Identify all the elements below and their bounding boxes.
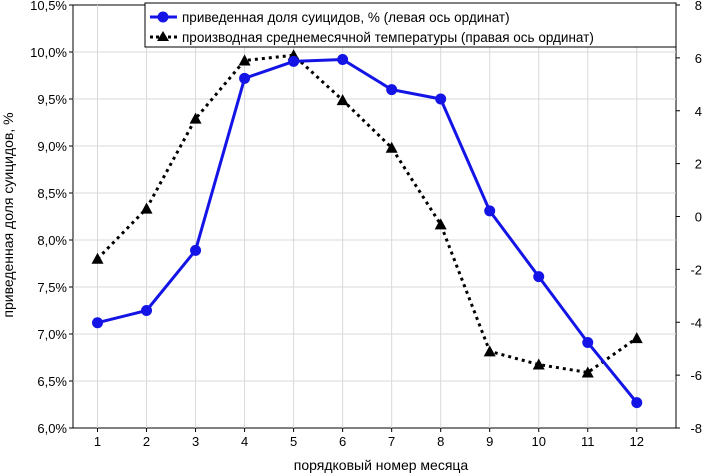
temperature-point-month-10 xyxy=(532,358,545,370)
suicide-point-month-10 xyxy=(533,271,545,283)
x-tick-label: 5 xyxy=(290,434,297,449)
x-tick-label: 1 xyxy=(94,434,101,449)
right-tick-label: 2 xyxy=(695,157,702,172)
temperature-point-month-8 xyxy=(434,218,447,230)
x-tick-label: 9 xyxy=(486,434,493,449)
x-tick-label: 11 xyxy=(581,434,595,449)
temperature-point-month-12 xyxy=(630,332,643,344)
left-tick-label: 10,0% xyxy=(30,45,67,60)
temperature-point-month-9 xyxy=(483,345,496,357)
left-tick-label: 7,0% xyxy=(37,327,67,342)
temperature-point-month-6 xyxy=(336,94,349,106)
temperature-derivative-line xyxy=(96,53,638,375)
suicide-point-month-2 xyxy=(141,305,153,316)
x-axis-ticks: 1 2 3 4 5 6 7 8 9 10 11 12 xyxy=(94,428,644,449)
suicide-point-month-7 xyxy=(386,84,398,96)
suicide-point-month-9 xyxy=(484,205,496,217)
temperature-point-month-7 xyxy=(385,141,398,153)
temperature-point-month-11 xyxy=(581,366,594,378)
series-suicide-share xyxy=(92,54,643,409)
series-layer xyxy=(91,49,643,409)
right-tick-label: 8 xyxy=(695,0,702,13)
legend-marker-suicide-circle xyxy=(157,11,169,23)
legend-label-temperature: производная среднемесячной температуры (… xyxy=(182,30,594,45)
right-tick-label: -6 xyxy=(690,368,702,383)
x-tick-label: 4 xyxy=(241,434,248,449)
left-axis-ticks: 6,0% 6,5% 7,0% 7,5% 8,0% 8,5% 9,0% 9,5% 10,0% 10,… xyxy=(30,0,73,436)
temperature-point-month-4 xyxy=(238,54,251,66)
suicide-point-month-1 xyxy=(92,317,104,329)
temperature-point-month-3 xyxy=(189,112,202,124)
left-tick-label: 9,5% xyxy=(37,92,67,107)
plot-area-frame xyxy=(72,4,677,429)
legend-marker-temperature-triangle xyxy=(157,31,169,41)
suicide-point-month-4 xyxy=(239,72,251,84)
suicide-share-line xyxy=(97,58,638,404)
legend-box xyxy=(144,2,677,48)
suicide-point-month-6 xyxy=(337,54,349,66)
temperature-point-month-1 xyxy=(91,252,104,264)
left-tick-label: 8,0% xyxy=(37,233,67,248)
y-axis-title: приведенная доля суицидов, % xyxy=(0,112,16,317)
left-tick-label: 6,5% xyxy=(37,374,67,389)
x-tick-label: 10 xyxy=(531,434,545,449)
left-tick-label: 10,5% xyxy=(30,0,67,13)
right-tick-label: 6 xyxy=(695,51,702,66)
right-tick-label: -4 xyxy=(690,315,702,330)
suicide-point-month-12 xyxy=(631,397,643,409)
right-tick-label: 0 xyxy=(695,210,702,225)
right-tick-label: -8 xyxy=(690,421,702,436)
left-tick-label: 8,5% xyxy=(37,186,67,201)
suicide-point-month-11 xyxy=(582,336,594,348)
legend-label-suicide: приведенная доля суицидов, % (левая ось … xyxy=(182,10,510,25)
temperature-point-month-2 xyxy=(140,202,153,214)
suicide-point-month-3 xyxy=(190,244,202,256)
left-tick-label: 7,5% xyxy=(37,280,67,295)
legend: приведенная доля суицидов, % (левая ось … xyxy=(144,2,677,48)
x-tick-label: 7 xyxy=(388,434,395,449)
left-tick-label: 9,0% xyxy=(37,139,67,154)
right-axis-ticks: -8 -6 -4 -2 0 2 4 6 8 xyxy=(676,0,702,436)
x-axis-title: порядковый номер месяца xyxy=(294,457,469,473)
right-tick-label: -2 xyxy=(690,262,702,277)
series-temperature-derivative xyxy=(91,49,643,378)
x-tick-label: 3 xyxy=(192,434,199,449)
suicide-point-month-8 xyxy=(435,93,447,105)
gridlines xyxy=(73,5,676,428)
x-tick-label: 2 xyxy=(143,434,150,449)
x-tick-label: 12 xyxy=(630,434,644,449)
suicide-point-month-5 xyxy=(288,55,300,67)
x-tick-label: 6 xyxy=(339,434,346,449)
left-tick-label: 6,0% xyxy=(37,421,67,436)
right-tick-label: 4 xyxy=(695,104,702,119)
x-tick-label: 8 xyxy=(437,434,444,449)
